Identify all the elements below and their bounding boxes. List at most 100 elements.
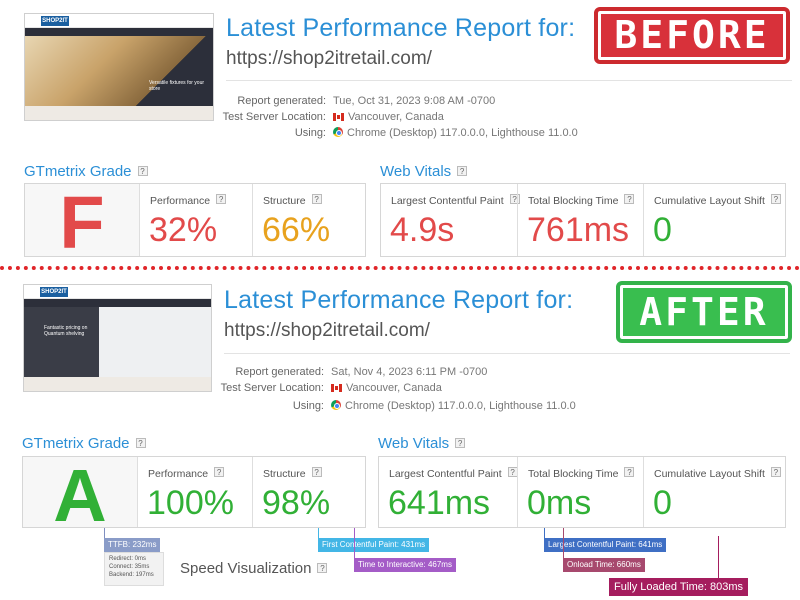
using-text: Chrome (Desktop) 117.0.0.0, Lighthouse 1…	[345, 400, 576, 412]
performance-value: 100%	[147, 484, 234, 522]
thumbnail-hero: Fantastic pricing on Quantum shelving	[24, 307, 211, 377]
before-report-panel: SHOP2IT Versatile fixtures for your stor…	[0, 0, 800, 262]
gtmetrix-grade-title: GTmetrix Grade	[22, 435, 130, 452]
help-icon[interactable]: ?	[457, 166, 468, 176]
test-server-location-value: Vancouver, Canada	[331, 382, 442, 394]
cls-cell: Cumulative Layout Shift? 0	[643, 184, 786, 256]
structure-label: Structure?	[263, 467, 322, 480]
report-generated-value: Tue, Oct 31, 2023 9:08 AM -0700	[333, 95, 496, 107]
before-stamp: BEFORE	[594, 7, 790, 64]
help-icon[interactable]: ?	[216, 194, 227, 204]
performance-cell: Performance? 32%	[139, 184, 252, 256]
web-vitals-heading: Web Vitals?	[378, 435, 466, 452]
help-icon[interactable]: ?	[770, 467, 781, 477]
structure-cell: Structure? 98%	[252, 457, 366, 527]
gtmetrix-grade-heading: GTmetrix Grade?	[24, 163, 148, 180]
tti-tag: Time to Interactive: 467ms	[354, 558, 456, 572]
site-screenshot-thumbnail[interactable]: SHOP2IT Versatile fixtures for your stor…	[24, 13, 214, 121]
lcp-tag: Largest Contentful Paint: 641ms	[544, 538, 667, 552]
lcp-cell: Largest Contentful Paint? 4.9s	[381, 184, 520, 256]
performance-label: Performance?	[150, 194, 227, 207]
thumbnail-header: SHOP2IT	[24, 285, 211, 299]
chrome-icon	[333, 127, 343, 137]
gtmetrix-grade-heading: GTmetrix Grade?	[22, 435, 146, 452]
thumbnail-caption: Versatile fixtures for your store	[149, 80, 205, 92]
help-icon[interactable]: ?	[135, 438, 146, 448]
using-label: Using:	[294, 127, 326, 139]
location-text: Vancouver, Canada	[348, 111, 444, 123]
help-icon[interactable]: ?	[509, 194, 520, 204]
cls-label: Cumulative Layout Shift?	[654, 467, 781, 480]
structure-label: Structure?	[263, 194, 322, 207]
web-vitals-title: Web Vitals	[380, 163, 452, 180]
report-title: Latest Performance Report for:	[226, 14, 576, 42]
using-label: Using:	[292, 400, 324, 412]
help-icon[interactable]: ?	[214, 467, 225, 477]
divider-line	[224, 353, 790, 354]
help-icon[interactable]: ?	[455, 438, 466, 448]
tti-marker-line	[354, 528, 355, 558]
tbt-value: 761ms	[527, 211, 630, 249]
fcp-tag: First Contentful Paint: 431ms	[318, 538, 430, 552]
chrome-icon	[331, 400, 341, 410]
structure-cell: Structure? 66%	[252, 184, 366, 256]
help-icon[interactable]: ?	[624, 194, 635, 204]
grade-cell: F	[25, 184, 139, 260]
help-icon[interactable]: ?	[137, 166, 148, 176]
divider-line	[226, 80, 792, 81]
report-generated-value: Sat, Nov 4, 2023 6:11 PM -0700	[331, 366, 488, 378]
tbt-value: 0ms	[527, 484, 592, 522]
help-icon[interactable]: ?	[311, 194, 322, 204]
report-generated-label: Report generated:	[235, 366, 324, 378]
cls-cell: Cumulative Layout Shift? 0	[643, 457, 786, 527]
cls-value: 0	[653, 484, 672, 522]
tbt-cell: Total Blocking Time? 0ms	[517, 457, 643, 527]
ttfb-marker-line	[104, 528, 105, 540]
lcp-value: 641ms	[388, 484, 491, 522]
location-text: Vancouver, Canada	[346, 382, 442, 394]
help-icon[interactable]: ?	[311, 467, 322, 477]
after-report-panel: SHOP2IT Fantastic pricing on Quantum she…	[0, 276, 800, 600]
after-stamp: AFTER	[616, 281, 792, 343]
red-dotted-divider	[0, 266, 800, 270]
tbt-label: Total Blocking Time?	[528, 194, 635, 207]
thumbnail-caption: Fantastic pricing on Quantum shelving	[44, 325, 88, 337]
onload-marker-line	[563, 528, 564, 558]
tbt-cell: Total Blocking Time? 761ms	[517, 184, 643, 256]
connect-time: Connect: 35ms	[109, 564, 150, 570]
using-text: Chrome (Desktop) 117.0.0.0, Lighthouse 1…	[347, 127, 578, 139]
lcp-cell: Largest Contentful Paint? 641ms	[379, 457, 518, 527]
report-url[interactable]: https://shop2itretail.com/	[224, 320, 430, 341]
performance-label: Performance?	[148, 467, 225, 480]
grade-letter: F	[59, 181, 105, 264]
tbt-label: Total Blocking Time?	[528, 467, 635, 480]
help-icon[interactable]: ?	[317, 563, 328, 573]
onload-tag: Onload Time: 660ms	[563, 558, 645, 572]
using-value: Chrome (Desktop) 117.0.0.0, Lighthouse 1…	[333, 127, 578, 139]
performance-cell: Performance? 100%	[137, 457, 252, 527]
lcp-label: Largest Contentful Paint?	[391, 194, 520, 207]
fully-loaded-tag: Fully Loaded Time: 803ms	[609, 578, 749, 596]
test-server-location-value: Vancouver, Canada	[333, 111, 444, 123]
structure-value: 98%	[262, 484, 331, 522]
fully-loaded-marker-line	[718, 536, 719, 578]
help-icon[interactable]: ?	[770, 194, 781, 204]
backend-time: Backend: 197ms	[109, 572, 154, 578]
report-generated-label: Report generated:	[237, 95, 326, 107]
test-server-location-label: Test Server Location:	[222, 111, 326, 123]
redirect-time: Redirect: 0ms	[109, 556, 147, 562]
canada-flag-icon	[333, 113, 344, 121]
report-title: Latest Performance Report for:	[224, 286, 574, 314]
ttfb-breakdown: Redirect: 0ms Connect: 35ms Backend: 197…	[104, 552, 164, 586]
canada-flag-icon	[331, 384, 342, 392]
gtmetrix-grade-card: A Performance? 100% Structure? 98%	[22, 456, 366, 533]
help-icon[interactable]: ?	[624, 467, 635, 477]
thumbnail-footer	[24, 377, 211, 391]
report-url[interactable]: https://shop2itretail.com/	[226, 48, 432, 69]
web-vitals-card: Largest Contentful Paint? 641ms Total Bl…	[378, 456, 786, 528]
using-value: Chrome (Desktop) 117.0.0.0, Lighthouse 1…	[331, 400, 576, 412]
speed-visualization-heading: Speed Visualization?	[180, 560, 328, 577]
site-screenshot-thumbnail[interactable]: SHOP2IT Fantastic pricing on Quantum she…	[23, 284, 212, 392]
lcp-label: Largest Contentful Paint?	[389, 467, 518, 480]
shop-logo: SHOP2IT	[41, 16, 69, 26]
